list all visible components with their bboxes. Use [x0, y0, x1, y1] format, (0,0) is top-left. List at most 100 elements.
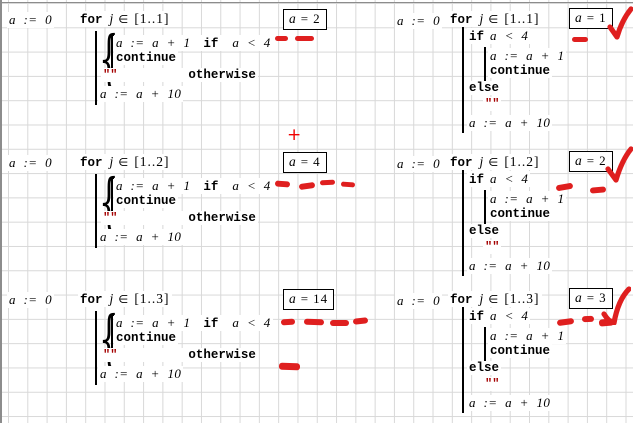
- otherwise-line[interactable]: "" otherwise: [101, 211, 258, 225]
- program-bar: [462, 27, 464, 133]
- init-expression[interactable]: a := 0: [7, 12, 55, 28]
- else-line[interactable]: else: [467, 81, 502, 95]
- continue-keyword: continue: [490, 344, 551, 358]
- init-text: a := 0: [397, 13, 441, 28]
- init-text: a := 0: [9, 292, 53, 307]
- loop-variable: j: [109, 154, 114, 169]
- result-box[interactable]: a = 1: [569, 8, 613, 29]
- result-variable: a: [575, 10, 582, 25]
- for-statement[interactable]: for j ∈ [1..2]: [448, 154, 542, 170]
- if-keyword: if: [203, 180, 219, 194]
- result-box[interactable]: a = 2: [569, 151, 613, 172]
- else-body-line[interactable]: "": [483, 377, 502, 391]
- init-expression[interactable]: a := 0: [395, 293, 443, 309]
- if-keyword: if: [203, 37, 219, 51]
- for-statement[interactable]: for j ∈ [1..1]: [448, 11, 542, 27]
- increment-line[interactable]: a := a + 1: [488, 48, 567, 64]
- empty-string-literal: "": [103, 348, 118, 362]
- result-variable: a: [289, 291, 296, 306]
- condition-expression: a < 4: [232, 178, 271, 193]
- add-ten-line[interactable]: a := a + 10: [467, 395, 553, 411]
- else-keyword: else: [469, 361, 500, 375]
- program-region-right-3[interactable]: a := 0 for j ∈ [1..3] a = 3 if a < 4 a :…: [390, 280, 633, 420]
- for-keyword: for: [80, 13, 103, 27]
- increment-line[interactable]: a := a + 1: [488, 191, 567, 207]
- otherwise-line[interactable]: "" otherwise: [101, 68, 258, 82]
- if-branch-bar: [484, 190, 486, 224]
- loop-range: [1..2]: [504, 154, 540, 169]
- increment-line[interactable]: a := a + 1: [488, 328, 567, 344]
- for-statement[interactable]: for j ∈ [1..2]: [78, 154, 172, 170]
- for-keyword: for: [450, 293, 473, 307]
- program-region-left-2[interactable]: a := 0 for j ∈ [1..2] a = 4 { a := a + 1…: [0, 143, 395, 283]
- increment-if-line[interactable]: a := a + 1 if a < 4: [114, 35, 273, 51]
- continue-line[interactable]: continue: [114, 51, 179, 65]
- element-of-icon: ∈: [488, 12, 499, 26]
- continue-line[interactable]: continue: [488, 207, 553, 221]
- increment-if-line[interactable]: a := a + 1 if a < 4: [114, 178, 273, 194]
- page-top-border: [0, 2, 633, 3]
- else-body-line[interactable]: "": [483, 240, 502, 254]
- checkmark-stroke: [605, 146, 633, 183]
- element-of-icon: ∈: [118, 12, 129, 26]
- result-box[interactable]: a = 3: [569, 288, 613, 309]
- program-region-left-1[interactable]: a := 0 for j ∈ [1..1] a = 2 { a := a + 1…: [0, 0, 395, 140]
- add-ten-expression: a := a + 10: [100, 229, 182, 244]
- init-text: a := 0: [9, 12, 53, 27]
- if-branch-bar: [111, 35, 113, 76]
- result-variable: a: [289, 11, 296, 26]
- else-line[interactable]: else: [467, 361, 502, 375]
- increment-if-line[interactable]: a := a + 1 if a < 4: [114, 315, 273, 331]
- add-ten-line[interactable]: a := a + 10: [98, 366, 184, 382]
- add-ten-expression: a := a + 10: [469, 395, 551, 410]
- result-value: 3: [599, 290, 607, 305]
- equals-sign: =: [300, 291, 309, 306]
- checkmark-stroke: [601, 286, 631, 325]
- else-line[interactable]: else: [467, 224, 502, 238]
- program-region-left-3[interactable]: a := 0 for j ∈ [1..3] a = 14 { a := a + …: [0, 280, 395, 420]
- add-ten-expression: a := a + 10: [469, 258, 551, 273]
- program-region-right-2[interactable]: a := 0 for j ∈ [1..2] a = 2 if a < 4 a :…: [390, 143, 633, 283]
- program-bar: [462, 170, 464, 276]
- loop-variable: j: [479, 11, 484, 26]
- increment-expression: a := a + 1: [116, 178, 191, 193]
- add-ten-line[interactable]: a := a + 10: [98, 229, 184, 245]
- if-line[interactable]: if a < 4: [467, 28, 531, 44]
- continue-line[interactable]: continue: [114, 194, 179, 208]
- if-branch-bar: [111, 315, 113, 356]
- for-statement[interactable]: for j ∈ [1..3]: [448, 291, 542, 307]
- init-expression[interactable]: a := 0: [7, 155, 55, 171]
- init-expression[interactable]: a := 0: [7, 292, 55, 308]
- red-dash-annotation: [319, 179, 336, 186]
- for-statement[interactable]: for j ∈ [1..1]: [78, 11, 172, 27]
- for-statement[interactable]: for j ∈ [1..3]: [78, 291, 172, 307]
- program-region-right-1[interactable]: a := 0 for j ∈ [1..1] a = 1 if a < 4 a :…: [390, 0, 633, 140]
- otherwise-line[interactable]: "" otherwise: [101, 348, 258, 362]
- loop-variable: j: [479, 154, 484, 169]
- red-dash-annotation: [274, 180, 291, 188]
- else-body-line[interactable]: "": [483, 97, 502, 111]
- increment-expression: a := a + 1: [490, 191, 565, 206]
- otherwise-keyword: otherwise: [188, 211, 256, 225]
- condition-expression: a < 4: [490, 308, 529, 323]
- red-dash-annotation: [275, 36, 288, 41]
- add-ten-line[interactable]: a := a + 10: [467, 115, 553, 131]
- continue-line[interactable]: continue: [114, 331, 179, 345]
- init-expression[interactable]: a := 0: [395, 156, 443, 172]
- if-keyword: if: [469, 310, 485, 324]
- red-checkmark: [605, 146, 633, 183]
- continue-line[interactable]: continue: [488, 64, 553, 78]
- result-value: 2: [313, 11, 321, 26]
- if-line[interactable]: if a < 4: [467, 171, 531, 187]
- equals-sign: =: [586, 10, 595, 25]
- result-box[interactable]: a = 4: [283, 152, 327, 173]
- equals-sign: =: [300, 154, 309, 169]
- continue-line[interactable]: continue: [488, 344, 553, 358]
- init-expression[interactable]: a := 0: [395, 13, 443, 29]
- add-ten-line[interactable]: a := a + 10: [467, 258, 553, 274]
- result-box[interactable]: a = 14: [283, 289, 335, 310]
- equals-sign: =: [300, 11, 309, 26]
- result-box[interactable]: a = 2: [283, 9, 327, 30]
- if-line[interactable]: if a < 4: [467, 308, 531, 324]
- add-ten-line[interactable]: a := a + 10: [98, 86, 184, 102]
